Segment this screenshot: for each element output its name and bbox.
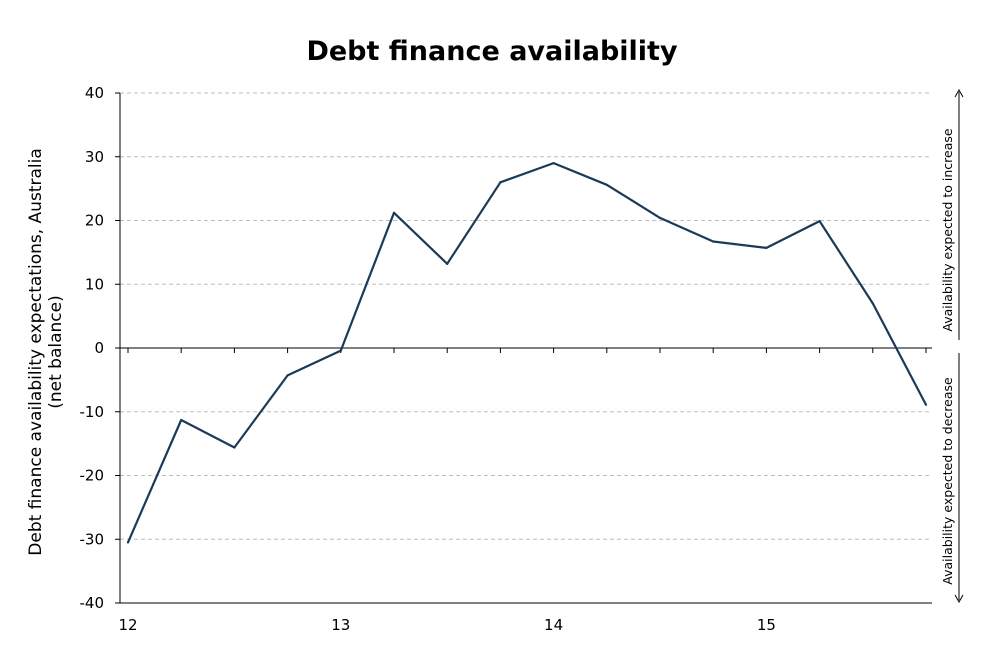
data-point bbox=[765, 246, 768, 250]
y-tick-label: 20 bbox=[85, 212, 104, 230]
y-tick-labels: -40 -30 -20 -10 0 10 20 30 40 bbox=[80, 84, 105, 612]
series-group bbox=[126, 162, 928, 544]
data-point bbox=[552, 162, 555, 165]
x-tick-label: 12 bbox=[118, 616, 137, 634]
y-tick-label: -10 bbox=[80, 403, 105, 421]
y-tick-label: 0 bbox=[94, 339, 104, 357]
data-point bbox=[180, 418, 183, 422]
x-tick-label: 13 bbox=[331, 616, 350, 634]
y-tick-label: -30 bbox=[80, 530, 105, 548]
data-point bbox=[126, 541, 130, 544]
gridlines bbox=[120, 92, 932, 540]
direction-annotations: Availability expected to increase Availa… bbox=[940, 88, 964, 604]
data-point bbox=[924, 403, 928, 406]
increase-annotation: Availability expected to increase bbox=[940, 128, 955, 331]
axes bbox=[115, 92, 932, 604]
chart-title: Debt finance availability bbox=[306, 36, 678, 67]
data-point bbox=[818, 220, 821, 223]
decrease-arrow-head bbox=[954, 594, 964, 604]
x-tick-label: 15 bbox=[757, 616, 776, 634]
decrease-annotation: Availability expected to decrease bbox=[940, 377, 955, 585]
x-tick-labels: 12 13 14 15 bbox=[118, 616, 775, 634]
y-tick-label: -40 bbox=[80, 594, 105, 612]
data-point bbox=[392, 211, 396, 214]
increase-arrow-head bbox=[954, 88, 964, 98]
data-point bbox=[446, 262, 449, 265]
data-point bbox=[658, 216, 662, 220]
data-point bbox=[286, 374, 289, 377]
data-point bbox=[605, 183, 608, 186]
y-tick-label: 10 bbox=[85, 275, 104, 293]
y-axis-title-line2: (net balance) bbox=[46, 295, 66, 409]
y-tick-label: -20 bbox=[80, 467, 105, 485]
data-point bbox=[871, 302, 874, 305]
y-tick-label: 40 bbox=[85, 84, 104, 102]
data-point bbox=[499, 181, 502, 184]
y-tick-label: 30 bbox=[85, 148, 104, 166]
data-point bbox=[712, 240, 715, 243]
data-point bbox=[233, 446, 236, 449]
data-point bbox=[339, 349, 342, 352]
x-tick-label: 14 bbox=[544, 616, 563, 634]
y-axis-title-line1: Debt finance availability expectations, … bbox=[26, 148, 46, 555]
series-line bbox=[126, 162, 927, 543]
